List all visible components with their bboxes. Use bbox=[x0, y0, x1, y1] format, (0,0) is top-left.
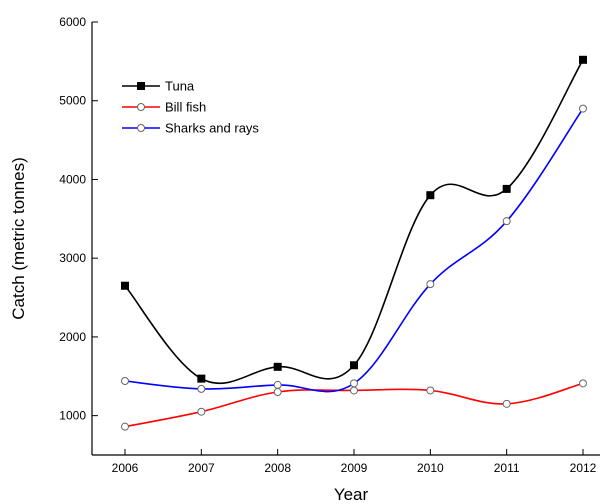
data-point-sharks-and-rays bbox=[350, 379, 358, 388]
data-point-sharks-and-rays bbox=[273, 380, 282, 389]
y-tick-label: 5000 bbox=[59, 94, 86, 108]
series-line-sharks-and-rays bbox=[124, 108, 584, 393]
y-ticks: 1000 2000 3000 4000 5000 6000 bbox=[59, 15, 98, 423]
x-tick-label: 2008 bbox=[264, 461, 291, 475]
x-tick-label: 2012 bbox=[570, 461, 597, 475]
data-point-tuna bbox=[197, 374, 206, 383]
y-tick-label: 4000 bbox=[59, 172, 86, 186]
data-point-sharks-and-rays bbox=[426, 280, 435, 289]
legend-marker bbox=[137, 103, 145, 111]
x-axis-title: Year bbox=[334, 485, 369, 504]
legend-marker bbox=[137, 82, 145, 90]
data-point-bill-fish bbox=[273, 388, 282, 397]
y-tick-label: 6000 bbox=[59, 15, 86, 29]
data-point-sharks-and-rays bbox=[121, 376, 129, 385]
data-point-bill-fish bbox=[579, 379, 587, 388]
y-axis-title: Catch (metric tonnes) bbox=[9, 157, 28, 320]
series-layer bbox=[121, 55, 587, 431]
y-tick-label: 3000 bbox=[59, 251, 86, 265]
y-tick-label: 2000 bbox=[59, 330, 86, 344]
data-point-tuna bbox=[502, 184, 511, 193]
data-point-sharks-and-rays bbox=[502, 217, 511, 226]
data-point-bill-fish bbox=[121, 422, 129, 431]
axes bbox=[91, 22, 600, 456]
data-point-sharks-and-rays bbox=[579, 104, 587, 113]
x-tick-label: 2006 bbox=[112, 461, 139, 475]
x-tick-label: 2007 bbox=[188, 461, 215, 475]
data-point-bill-fish bbox=[350, 386, 358, 395]
legend-item-sharks-and-rays: Sharks and rays bbox=[122, 121, 259, 136]
series-sharks-and-rays bbox=[121, 104, 587, 393]
legend-label: Bill fish bbox=[165, 100, 206, 115]
x-ticks: 2006 2007 2008 2009 2010 2011 2012 bbox=[112, 449, 597, 475]
series-bill-fish bbox=[121, 379, 587, 431]
data-point-tuna bbox=[426, 191, 435, 200]
data-point-bill-fish bbox=[197, 407, 206, 416]
data-point-sharks-and-rays bbox=[197, 384, 206, 393]
x-tick-label: 2009 bbox=[341, 461, 368, 475]
legend-item-bill-fish: Bill fish bbox=[122, 100, 206, 115]
series-tuna bbox=[121, 55, 587, 385]
legend-item-tuna: Tuna bbox=[122, 79, 195, 94]
legend-marker bbox=[137, 124, 145, 132]
data-point-tuna bbox=[579, 55, 587, 64]
legend-label: Tuna bbox=[165, 79, 195, 94]
data-point-tuna bbox=[273, 362, 282, 371]
x-tick-label: 2011 bbox=[494, 461, 520, 475]
legend-label: Sharks and rays bbox=[165, 121, 259, 136]
data-point-bill-fish bbox=[502, 399, 511, 408]
x-tick-label: 2010 bbox=[417, 461, 444, 475]
y-tick-label: 1000 bbox=[59, 409, 86, 423]
data-point-bill-fish bbox=[426, 386, 435, 395]
data-point-tuna bbox=[121, 281, 129, 290]
data-point-tuna bbox=[350, 361, 358, 370]
legend: Tuna Bill fish Sharks and rays bbox=[122, 79, 259, 136]
